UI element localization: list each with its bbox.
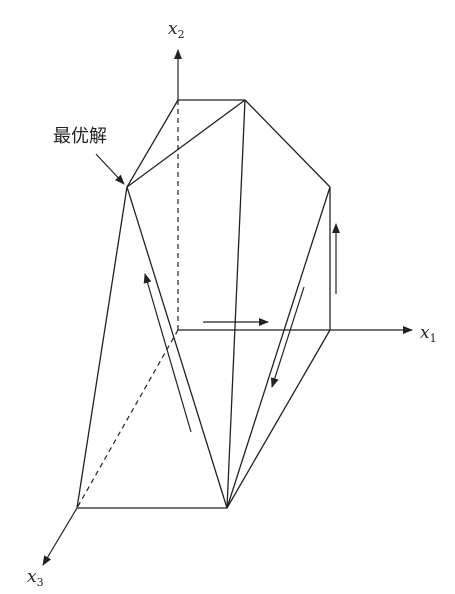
optimal-solution-label: 最优解 <box>53 126 107 147</box>
edge-b <box>126 99 246 188</box>
x3-label-base: x <box>27 567 37 587</box>
path-arrow-down-right <box>270 286 305 388</box>
x3-axis-lower <box>42 507 78 566</box>
optimal-solution-pointer <box>95 153 125 185</box>
x3-axis-label: x3 <box>27 567 44 589</box>
x1-label-base: x <box>420 323 430 343</box>
path-arrow-up-left <box>143 273 192 433</box>
top-face-edge <box>178 99 331 188</box>
edge-e <box>226 99 246 509</box>
edge-d <box>126 186 228 509</box>
x1-axis-label: x1 <box>420 323 437 345</box>
x1-label-sub: 1 <box>430 332 437 345</box>
x3-axis-hidden <box>76 329 179 509</box>
polyhedron-edges <box>76 99 331 509</box>
edge-f <box>226 186 331 509</box>
edge-a <box>126 99 179 188</box>
x2-axis-label: x2 <box>168 19 185 41</box>
x2-label-base: x <box>168 19 178 39</box>
path-arrows <box>143 223 340 433</box>
edge-c <box>76 186 128 509</box>
x3-label-sub: 3 <box>37 576 44 589</box>
edge-h <box>226 329 331 509</box>
x2-label-sub: 2 <box>178 28 185 41</box>
